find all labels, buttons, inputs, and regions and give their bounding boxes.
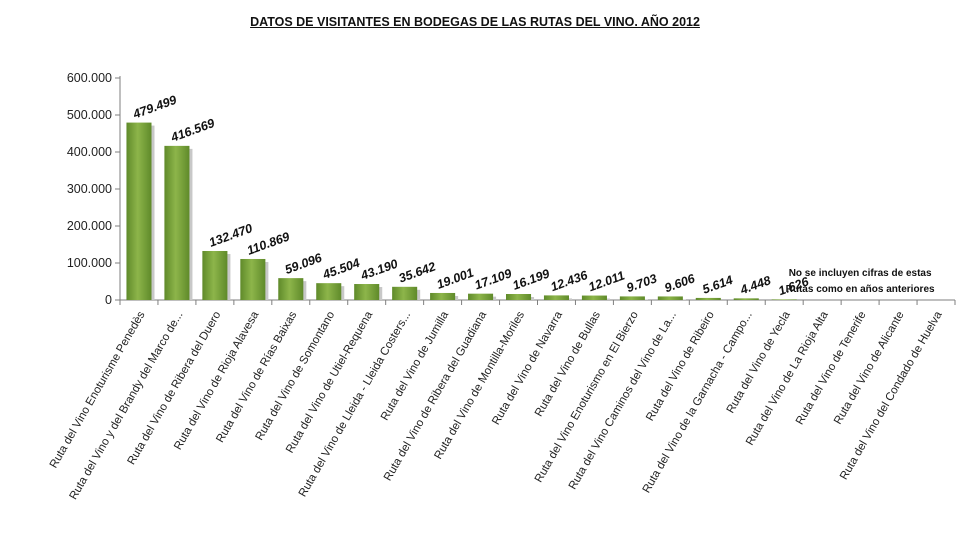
- category-label: Ruta del Vino de Jumilla: [379, 309, 452, 423]
- data-label: 4.448: [738, 273, 773, 297]
- y-tick-label: 400.000: [67, 145, 112, 159]
- bar: [619, 296, 645, 300]
- data-label: 12.436: [549, 268, 591, 295]
- y-tick-label: 600.000: [67, 71, 112, 85]
- bar: [202, 250, 228, 300]
- annotation: No se incluyen cifras de estas Rutas como…: [786, 268, 935, 295]
- y-tick-label: 300.000: [67, 182, 112, 196]
- bar: [126, 122, 152, 300]
- bar: [581, 295, 607, 300]
- category-label: Ruta del Vino de Alicante: [832, 309, 907, 426]
- bar: [240, 258, 266, 300]
- bar: [354, 284, 380, 300]
- bar: [657, 296, 683, 300]
- category-label: Ruta del Vino de Somontano: [254, 310, 338, 443]
- y-tick-label: 200.000: [67, 219, 112, 233]
- y-tick-label: 0: [105, 293, 112, 307]
- data-label: 35.642: [397, 259, 438, 285]
- data-label: 5.614: [701, 273, 735, 297]
- data-label: 17.109: [473, 266, 514, 292]
- bar: [733, 298, 759, 300]
- chart-title: DATOS DE VISITANTES EN BODEGAS DE LAS RU…: [250, 15, 700, 29]
- data-label: 19.001: [435, 266, 476, 292]
- data-label: 12.011: [587, 268, 627, 294]
- bar: [695, 297, 721, 300]
- data-label: 479.499: [130, 93, 178, 122]
- bar: [430, 292, 456, 300]
- data-label: 9.606: [663, 271, 698, 295]
- bar: [316, 283, 342, 300]
- bar: [771, 299, 797, 300]
- bars: [126, 122, 797, 300]
- data-label: 45.504: [320, 256, 362, 283]
- bar: [543, 295, 570, 300]
- annotation-line: Rutas como en años anteriores: [786, 284, 935, 295]
- category-label: Ruta del Vino de Navarra: [490, 309, 565, 427]
- data-label: 16.199: [511, 267, 552, 293]
- bar: [468, 293, 494, 300]
- bar: [505, 294, 532, 300]
- bar: [392, 286, 418, 300]
- axes: 0 100.000 200.000 300.000 400.000 500.000 600.…: [67, 71, 956, 307]
- category-label: Ruta del Vino de Tenerife: [794, 310, 869, 427]
- y-tick-label: 100.000: [67, 256, 112, 270]
- category-label: Ruta del Vino de Ribeiro: [644, 310, 717, 424]
- category-label: Ruta del Vino de Bullas: [533, 309, 603, 419]
- data-labels: 479.499416.569132.470110.86959.09645.504…: [130, 93, 811, 298]
- y-tick-label: 500.000: [67, 108, 112, 122]
- bar: [164, 145, 190, 300]
- bar: [278, 278, 304, 300]
- data-label: 59.096: [283, 250, 325, 277]
- category-label: Ruta del Vino de Rías Baixas: [214, 309, 299, 445]
- data-label: 416.569: [168, 116, 216, 145]
- data-label: 9.703: [625, 271, 659, 295]
- data-label: 43.190: [358, 257, 400, 284]
- annotation-line: No se incluyen cifras de estas: [789, 268, 932, 279]
